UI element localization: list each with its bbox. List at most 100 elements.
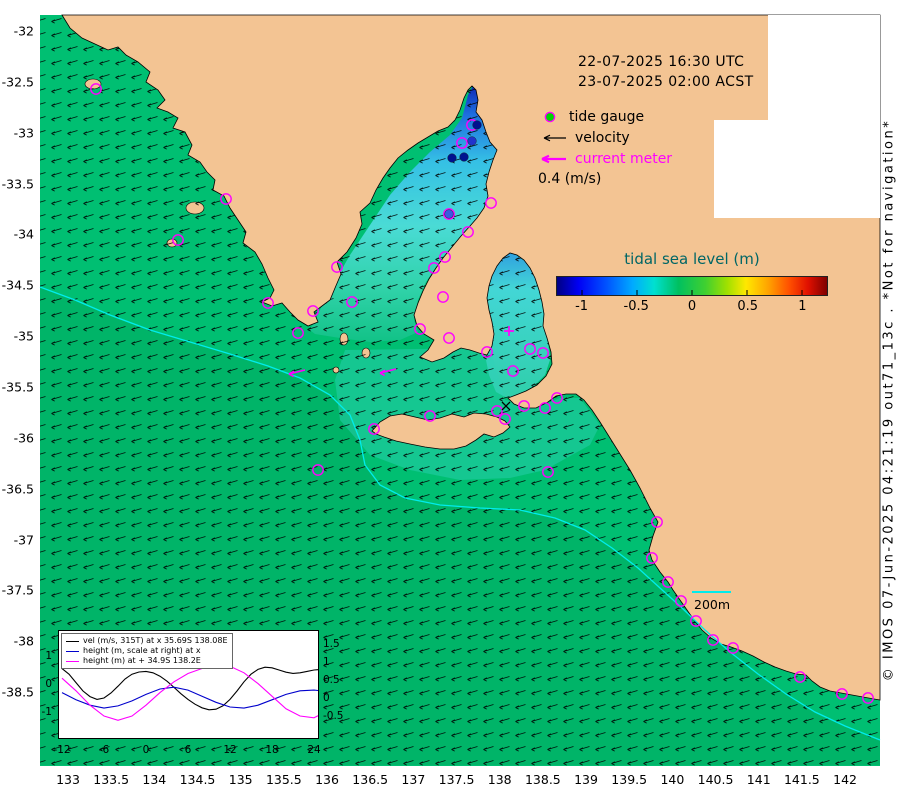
legend-velocity-row: velocity xyxy=(538,129,672,147)
inset-right-tick: 1 xyxy=(323,656,330,668)
height-plus-marker xyxy=(504,326,514,336)
legend-current-meter-label: current meter xyxy=(575,151,673,167)
lon-tick-label: 137.5 xyxy=(438,772,475,787)
map-legend: tide gauge velocity current meter 0.4 (m… xyxy=(538,108,672,187)
tide-gauge-marker xyxy=(518,400,530,412)
lat-tick-label: -33 xyxy=(13,125,34,141)
lon-tick-label: 133 xyxy=(56,772,80,787)
lat-tick-label: -32 xyxy=(13,23,34,39)
tide-gauge-marker xyxy=(707,634,719,646)
current-meter-vector xyxy=(288,369,306,378)
timeseries-inset: vel (m/s, 315T) at x 35.69S 138.08E heigh… xyxy=(58,630,319,739)
colorbar-tick-label: 1 xyxy=(798,299,807,314)
colorbar-tick-label: -0.5 xyxy=(623,299,649,314)
lon-axis-labels: 133 133.5 134 134.5 135 135.5 136 136.5 137 137.5… xyxy=(0,772,900,792)
tide-gauge-marker xyxy=(346,296,358,308)
inset-x-tick: 6 xyxy=(184,744,192,756)
lat-tick-label: -36.5 xyxy=(1,481,34,497)
tide-gauge-marker xyxy=(690,615,702,627)
tide-gauge-marker xyxy=(537,347,549,359)
colorbar-tick-mark xyxy=(636,290,638,295)
inset-legend-row: height (m) at + 34.9S 138.2E xyxy=(66,656,228,666)
tide-gauge-marker xyxy=(368,423,380,435)
lat-tick-label: -34.5 xyxy=(1,277,34,293)
lon-tick-label: 138 xyxy=(487,772,512,787)
lat-tick-label: -35 xyxy=(13,328,34,344)
tide-gauge-marker xyxy=(542,466,554,478)
tide-gauge-marker xyxy=(539,402,551,414)
timestamp-acst: 23-07-2025 02:00 ACST xyxy=(578,74,754,90)
tide-gauge-marker xyxy=(662,576,674,588)
current-obs-marker xyxy=(467,136,477,146)
tide-gauge-marker xyxy=(646,552,658,564)
tide-gauge-marker xyxy=(90,83,102,95)
legend-current-meter-row: current meter xyxy=(538,150,672,168)
tide-gauge-marker xyxy=(862,692,874,704)
lat-tick-label: -36 xyxy=(13,430,34,446)
tide-gauge-marker xyxy=(491,405,503,417)
lat-tick-label: -38 xyxy=(13,633,34,649)
tide-gauge-marker xyxy=(462,226,474,238)
tide-gauge-marker xyxy=(292,327,304,339)
inset-legend-swatch xyxy=(66,650,79,652)
current-obs-marker xyxy=(472,120,482,130)
lon-tick-label: 139.5 xyxy=(611,772,648,787)
tide-gauge-marker xyxy=(836,688,848,700)
tide-gauge-marker xyxy=(443,332,455,344)
tide-gauge-marker xyxy=(524,343,536,355)
legend-tide-gauge-label: tide gauge xyxy=(569,109,645,125)
watermark: © IMOS 07-Jun-2025 04:21:19 out71_13c . … xyxy=(881,118,897,682)
tide-gauge-marker xyxy=(481,346,493,358)
tide-gauge-marker xyxy=(331,261,343,273)
colorbar-tick-mark xyxy=(801,290,803,295)
lat-axis-labels: -32 -32.5 -33 -33.5 -34 -34.5 -35 -35.5 -36 -36.5… xyxy=(0,0,34,794)
inset-right-tick: 0 xyxy=(323,692,330,704)
current-obs-marker xyxy=(444,209,454,219)
tide-gauge-marker xyxy=(424,410,436,422)
inset-x-tick: -12 xyxy=(53,744,71,756)
inset-legend-swatch xyxy=(66,640,79,642)
tide-gauge-marker xyxy=(414,323,426,335)
inset-right-tick: -0.5 xyxy=(323,710,344,722)
timestamp-utc: 22-07-2025 16:30 UTC xyxy=(578,54,745,70)
inset-x-tick: 24 xyxy=(307,744,321,756)
inset-series xyxy=(61,686,318,709)
depth-contour-200m xyxy=(39,286,881,741)
lat-tick-label: -34 xyxy=(13,226,34,242)
tide-gauge-marker xyxy=(551,392,563,404)
colorbar-tick-mark xyxy=(581,290,583,295)
tide-gauge-marker xyxy=(439,251,451,263)
inset-left-tick: 1 xyxy=(45,650,52,662)
lat-tick-label: -35.5 xyxy=(1,379,34,395)
tide-gauge-marker xyxy=(172,234,184,246)
lon-tick-label: 138.5 xyxy=(524,772,561,787)
velocity-scale-label: 0.4 (m/s) xyxy=(538,171,602,187)
inset-x-tick: 18 xyxy=(265,744,279,756)
lon-tick-label: 135.5 xyxy=(265,772,302,787)
lat-tick-label: -37.5 xyxy=(1,582,34,598)
colorbar-title: tidal sea level (m) xyxy=(624,250,760,268)
lon-tick-label: 137 xyxy=(401,772,426,787)
colorbar: tidal sea level (m) -1 -0.5 0 0.5 1 xyxy=(556,250,828,314)
tide-gauge-marker xyxy=(485,197,497,209)
markers-layer xyxy=(90,83,874,704)
vel-x-marker xyxy=(501,401,511,411)
tide-gauge-marker xyxy=(651,516,663,528)
lon-tick-label: 141.5 xyxy=(783,772,820,787)
current-meter-arrow-icon xyxy=(541,154,566,164)
inset-legend: vel (m/s, 315T) at x 35.69S 138.08E heigh… xyxy=(61,633,233,669)
lon-tick-label: 134 xyxy=(142,772,167,787)
inset-series xyxy=(61,666,318,711)
lat-tick-label: -38.5 xyxy=(1,684,34,700)
inset-legend-label: height (m) at + 34.9S 138.2E xyxy=(83,656,201,665)
current-obs-marker xyxy=(447,153,457,163)
inset-legend-label: height (m, scale at right) at x xyxy=(83,646,201,655)
tide-gauge-marker xyxy=(428,262,440,274)
inset-legend-row: vel (m/s, 315T) at x 35.69S 138.08E xyxy=(66,636,228,646)
tide-gauge-marker xyxy=(507,365,519,377)
legend-tide-gauge-row: tide gauge xyxy=(538,108,672,126)
lon-tick-label: 133.5 xyxy=(93,772,130,787)
contour-scale-label: 200m xyxy=(694,597,731,612)
colorbar-tick-label: -1 xyxy=(575,299,589,314)
lon-tick-label: 136 xyxy=(315,772,339,787)
